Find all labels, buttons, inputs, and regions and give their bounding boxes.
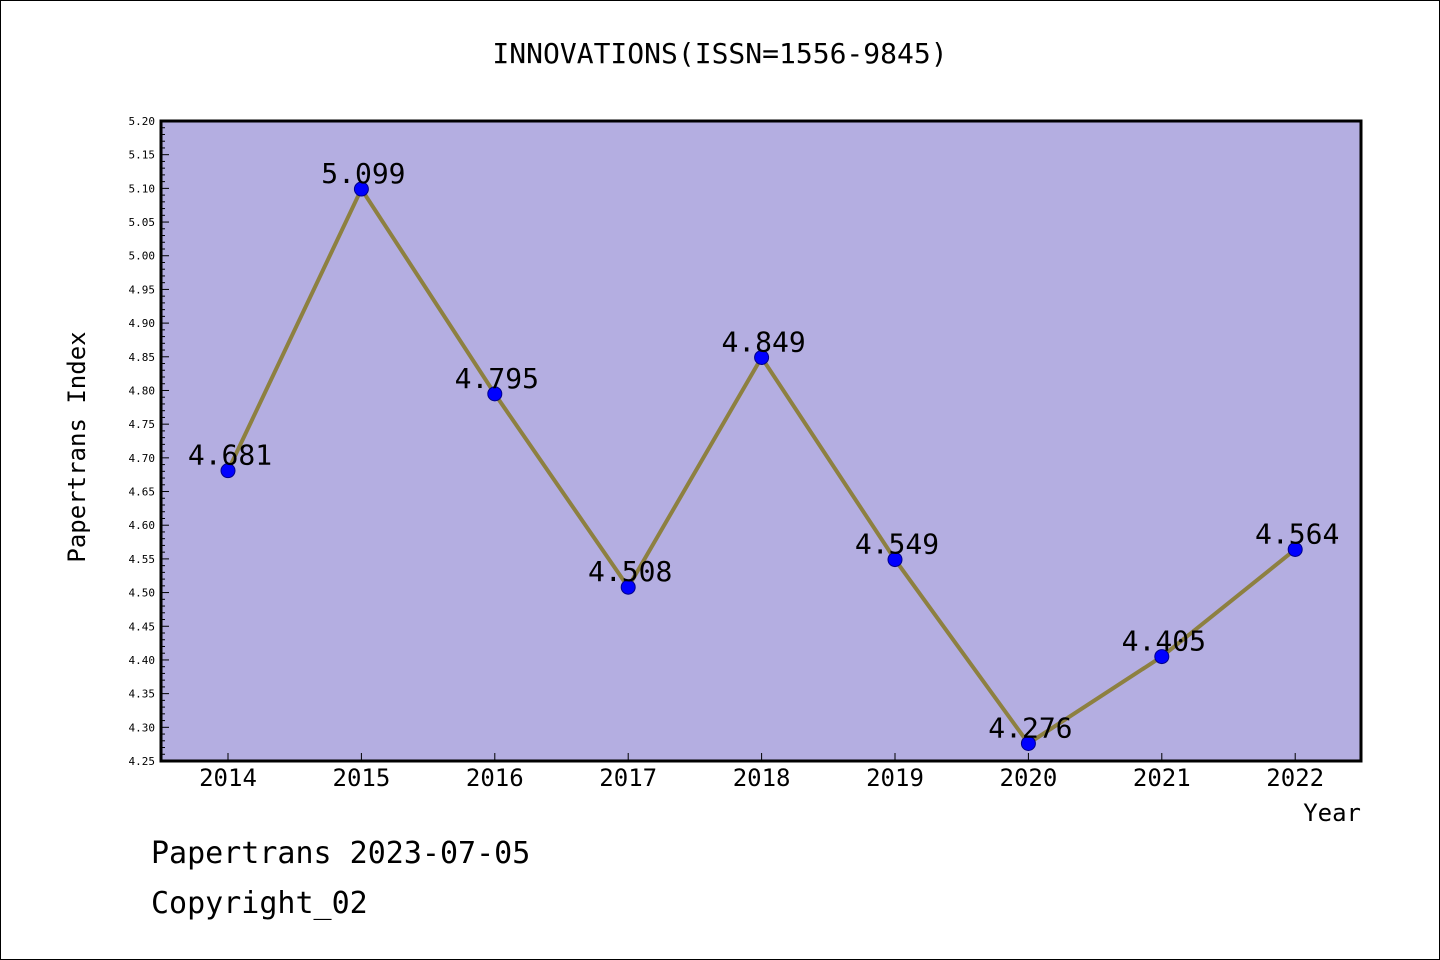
data-point: [1287, 541, 1303, 557]
data-label: 4.276: [988, 711, 1072, 744]
data-label: 5.099: [321, 157, 405, 190]
y-tick-label: 5.05: [129, 216, 156, 229]
y-tick-label: 4.55: [129, 553, 156, 566]
data-point: [1020, 735, 1036, 751]
data-label: 4.681: [188, 439, 272, 472]
data-label: 4.405: [1122, 625, 1206, 658]
x-tick-label: 2020: [1000, 764, 1058, 792]
y-tick-label: 4.45: [129, 620, 156, 633]
y-tick-label: 4.25: [129, 755, 156, 768]
x-axis-label: Year: [1303, 799, 1361, 827]
plot-border: [159, 119, 1363, 763]
data-label: 4.849: [721, 325, 805, 358]
x-tick-label: 2021: [1133, 764, 1191, 792]
y-tick-label: 4.35: [129, 688, 156, 701]
y-tick-label: 5.15: [129, 149, 156, 162]
data-label: 4.564: [1255, 517, 1339, 550]
data-label: 4.508: [588, 555, 672, 588]
x-tick-label: 2014: [199, 764, 257, 792]
y-tick-label: 4.40: [129, 654, 156, 667]
y-tick-label: 5.20: [129, 115, 156, 128]
data-label: 4.549: [855, 528, 939, 561]
y-tick-label: 4.80: [129, 384, 156, 397]
data-point: [887, 552, 903, 568]
data-point: [220, 463, 236, 479]
x-tick-label: 2019: [866, 764, 924, 792]
y-tick-label: 5.00: [129, 250, 156, 263]
chart-title: INNOVATIONS(ISSN=1556-9845): [492, 37, 948, 70]
data-point: [353, 181, 369, 197]
x-tick-label: 2022: [1266, 764, 1324, 792]
y-tick-label: 4.65: [129, 486, 156, 499]
footer-copyright: Copyright_02: [151, 886, 368, 921]
y-tick-label: 4.95: [129, 283, 156, 296]
plot-area: [161, 121, 1361, 761]
data-point: [487, 386, 503, 402]
data-label: 4.795: [455, 362, 539, 395]
footer-date: Papertrans 2023-07-05: [151, 836, 531, 871]
x-tick-label: 2015: [333, 764, 391, 792]
y-tick-label: 4.60: [129, 519, 156, 532]
y-tick-label: 4.70: [129, 452, 156, 465]
x-tick-label: 2017: [599, 764, 657, 792]
x-tick-label: 2018: [733, 764, 791, 792]
y-tick-label: 4.85: [129, 351, 156, 364]
x-tick-label: 2016: [466, 764, 524, 792]
y-tick-label: 4.30: [129, 721, 156, 734]
data-point: [620, 579, 636, 595]
y-tick-label: 4.90: [129, 317, 156, 330]
y-tick-label: 4.50: [129, 587, 156, 600]
data-point: [1154, 649, 1170, 665]
y-tick-label: 4.75: [129, 418, 156, 431]
data-point: [754, 349, 770, 365]
y-tick-label: 5.10: [129, 182, 156, 195]
